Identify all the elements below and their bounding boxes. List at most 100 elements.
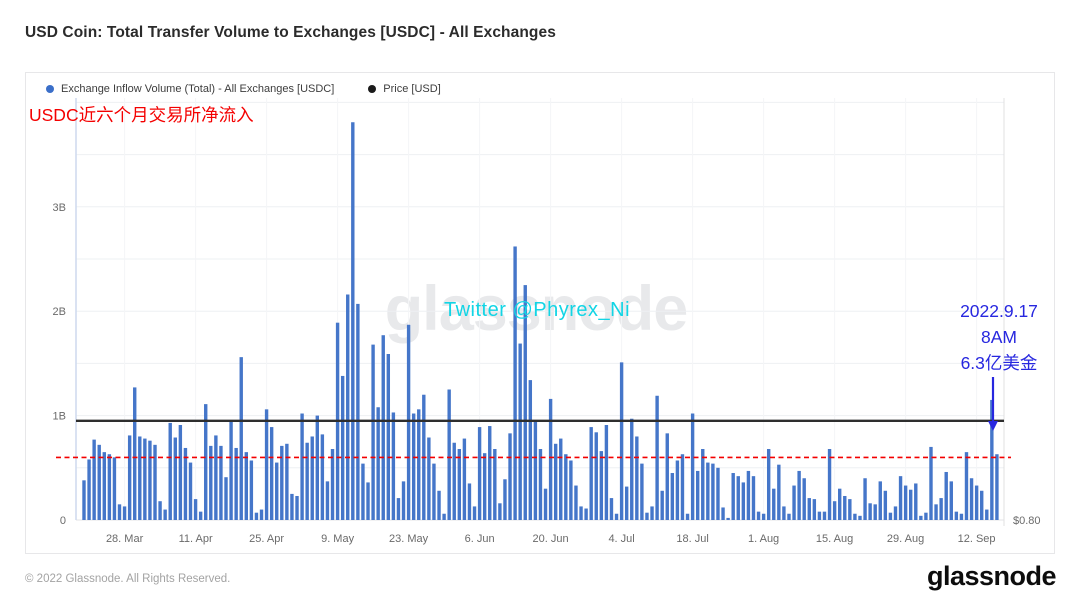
bar[interactable] — [452, 442, 456, 520]
bar[interactable] — [944, 471, 948, 520]
bar[interactable] — [635, 436, 639, 520]
bar[interactable] — [462, 438, 467, 520]
bar[interactable] — [219, 445, 223, 520]
bar[interactable] — [761, 513, 766, 520]
bar[interactable] — [954, 511, 959, 520]
bar[interactable] — [787, 513, 791, 520]
bar[interactable] — [701, 449, 705, 520]
bar[interactable] — [746, 470, 751, 520]
legend-item-inflow[interactable]: Exchange Inflow Volume (Total) - All Exc… — [46, 83, 334, 95]
bar[interactable] — [736, 476, 740, 520]
bar[interactable] — [868, 503, 872, 520]
bar[interactable] — [914, 483, 918, 520]
bar[interactable] — [863, 478, 867, 520]
bar[interactable] — [711, 463, 715, 520]
bar[interactable] — [498, 503, 502, 520]
bar[interactable] — [903, 485, 908, 520]
bar[interactable] — [442, 513, 446, 520]
bar[interactable] — [685, 513, 690, 520]
bar[interactable] — [964, 452, 969, 520]
bar[interactable] — [817, 511, 822, 520]
bar[interactable] — [858, 515, 862, 520]
bar[interactable] — [690, 413, 695, 520]
bar[interactable] — [980, 490, 984, 520]
bar[interactable] — [614, 513, 619, 520]
bar[interactable] — [315, 415, 319, 520]
bar[interactable] — [493, 449, 497, 520]
bar[interactable] — [706, 462, 710, 520]
bar[interactable] — [584, 508, 588, 520]
bar[interactable] — [518, 343, 522, 520]
bar[interactable] — [168, 422, 172, 520]
bar[interactable] — [320, 434, 325, 520]
bar[interactable] — [604, 425, 609, 520]
bar[interactable] — [995, 454, 999, 520]
bar[interactable] — [680, 454, 685, 520]
bar[interactable] — [974, 485, 979, 520]
bar[interactable] — [827, 449, 832, 520]
bar[interactable] — [351, 122, 355, 521]
bar[interactable] — [229, 420, 233, 520]
bar[interactable] — [285, 443, 289, 520]
bar[interactable] — [503, 479, 507, 520]
legend-item-price[interactable]: Price [USD] — [368, 83, 441, 95]
bar[interactable] — [782, 506, 786, 520]
bar[interactable] — [924, 512, 928, 520]
bar[interactable] — [660, 490, 664, 520]
bar[interactable] — [163, 509, 167, 520]
bar[interactable] — [406, 324, 411, 520]
bar[interactable] — [640, 463, 644, 520]
bar[interactable] — [477, 427, 482, 520]
bar[interactable] — [117, 504, 122, 520]
bar[interactable] — [112, 457, 117, 520]
bar[interactable] — [259, 509, 264, 520]
bar[interactable] — [178, 425, 183, 520]
bar[interactable] — [888, 512, 893, 520]
bar[interactable] — [553, 443, 558, 520]
bar[interactable] — [188, 462, 193, 520]
bar[interactable] — [792, 485, 796, 520]
bar[interactable] — [107, 454, 112, 520]
bar[interactable] — [356, 303, 360, 520]
bar[interactable] — [280, 445, 284, 520]
bar[interactable] — [244, 452, 248, 520]
bar[interactable] — [158, 501, 162, 520]
bar[interactable] — [457, 449, 462, 520]
bar[interactable] — [122, 506, 127, 520]
bar[interactable] — [919, 515, 923, 520]
bar[interactable] — [295, 495, 299, 520]
bar[interactable] — [92, 439, 96, 520]
bar[interactable] — [564, 454, 568, 520]
bar[interactable] — [594, 432, 598, 520]
bar[interactable] — [523, 285, 527, 520]
bar[interactable] — [330, 449, 335, 520]
bar[interactable] — [716, 467, 720, 520]
bar[interactable] — [959, 513, 964, 520]
bar[interactable] — [569, 460, 573, 520]
bar[interactable] — [264, 409, 269, 520]
bar[interactable] — [472, 506, 477, 520]
bar[interactable] — [772, 488, 776, 520]
bar[interactable] — [766, 449, 771, 520]
bar[interactable] — [447, 389, 451, 521]
bar[interactable] — [82, 480, 86, 520]
bar[interactable] — [193, 499, 198, 520]
bar[interactable] — [726, 517, 730, 520]
bar[interactable] — [751, 476, 756, 520]
bar[interactable] — [670, 473, 675, 520]
bar[interactable] — [949, 481, 953, 520]
bar[interactable] — [909, 489, 913, 520]
bar[interactable] — [655, 395, 659, 520]
bar[interactable] — [533, 420, 538, 520]
bar[interactable] — [985, 509, 989, 520]
bar[interactable] — [391, 412, 396, 520]
bar[interactable] — [290, 493, 294, 520]
bar[interactable] — [508, 433, 512, 520]
bar[interactable] — [305, 442, 309, 520]
bar[interactable] — [488, 426, 492, 520]
bar[interactable] — [807, 498, 811, 520]
bar[interactable] — [969, 478, 974, 520]
bar[interactable] — [143, 438, 147, 520]
bar[interactable] — [432, 463, 436, 520]
bar[interactable] — [239, 357, 243, 520]
